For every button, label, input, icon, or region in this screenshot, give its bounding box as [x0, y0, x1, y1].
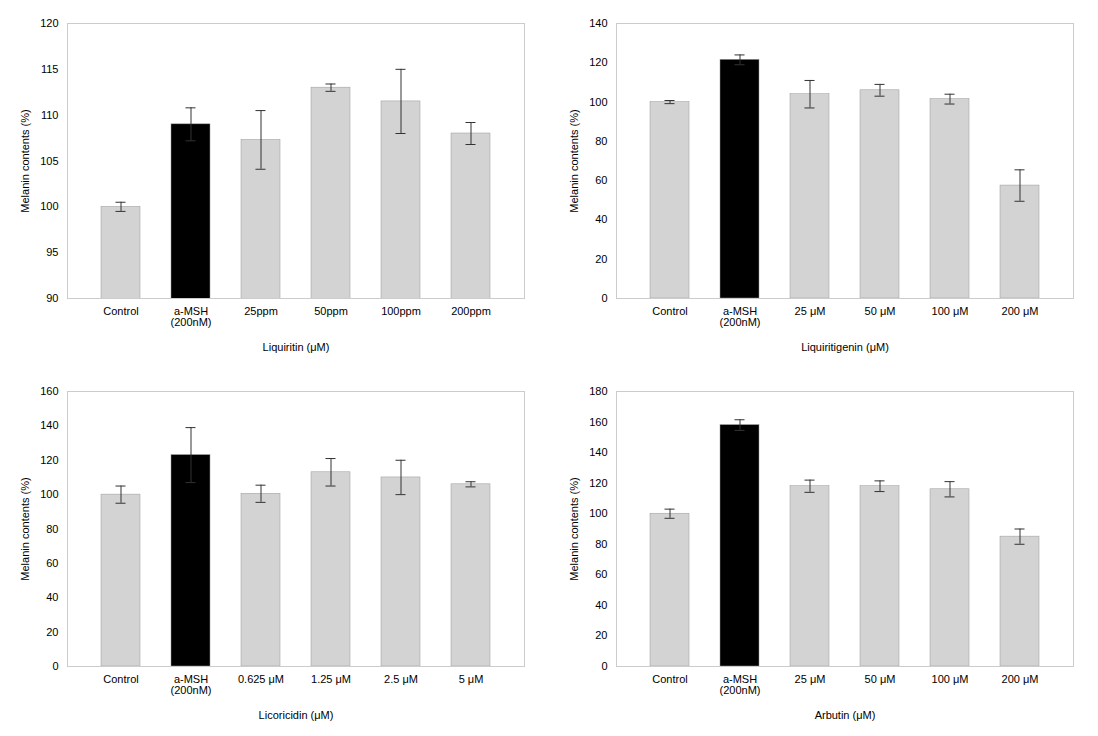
svg-text:0.625 μM: 0.625 μM — [238, 673, 284, 685]
svg-text:20: 20 — [595, 252, 607, 264]
svg-text:100: 100 — [40, 488, 58, 500]
svg-text:0: 0 — [601, 660, 607, 672]
svg-text:60: 60 — [595, 174, 607, 186]
svg-text:Liquiritigenin (μM): Liquiritigenin (μM) — [801, 340, 889, 352]
svg-text:120: 120 — [40, 17, 58, 29]
svg-text:200ppm: 200ppm — [451, 305, 491, 317]
svg-text:95: 95 — [46, 246, 58, 258]
svg-text:Melanin contents (%): Melanin contents (%) — [568, 109, 580, 212]
svg-text:60: 60 — [595, 568, 607, 580]
svg-text:20: 20 — [595, 629, 607, 641]
svg-text:100 μM: 100 μM — [932, 305, 969, 317]
svg-text:40: 40 — [46, 591, 58, 603]
svg-text:80: 80 — [595, 134, 607, 146]
svg-text:a-MSH(200nM): a-MSH(200nM) — [171, 305, 212, 328]
svg-text:100: 100 — [589, 95, 607, 107]
svg-text:100ppm: 100ppm — [381, 305, 421, 317]
svg-text:Arbutin (μM): Arbutin (μM) — [815, 708, 876, 720]
svg-text:160: 160 — [40, 385, 58, 397]
svg-text:105: 105 — [40, 154, 58, 166]
svg-text:60: 60 — [46, 556, 58, 568]
svg-text:120: 120 — [589, 476, 607, 488]
svg-text:50 μM: 50 μM — [865, 305, 896, 317]
svg-text:a-MSH(200nM): a-MSH(200nM) — [171, 673, 212, 696]
svg-text:140: 140 — [40, 419, 58, 431]
svg-text:2.5 μM: 2.5 μM — [384, 673, 418, 685]
svg-text:110: 110 — [41, 108, 59, 120]
svg-text:200 μM: 200 μM — [1002, 673, 1039, 685]
svg-text:Control: Control — [652, 673, 687, 685]
svg-text:40: 40 — [595, 213, 607, 225]
svg-text:120: 120 — [589, 56, 607, 68]
svg-text:90: 90 — [46, 292, 58, 304]
svg-text:Control: Control — [652, 305, 687, 317]
svg-text:25ppm: 25ppm — [244, 305, 278, 317]
svg-text:1.25 μM: 1.25 μM — [311, 673, 351, 685]
svg-text:40: 40 — [595, 598, 607, 610]
svg-text:20: 20 — [46, 625, 58, 637]
svg-text:100: 100 — [589, 507, 607, 519]
svg-text:50ppm: 50ppm — [314, 305, 348, 317]
svg-text:Control: Control — [103, 673, 138, 685]
svg-text:180: 180 — [589, 385, 607, 397]
svg-text:200 μM: 200 μM — [1002, 305, 1039, 317]
svg-text:140: 140 — [589, 446, 607, 458]
svg-text:a-MSH(200nM): a-MSH(200nM) — [720, 305, 761, 328]
svg-text:Licoricidin (μM): Licoricidin (μM) — [259, 708, 334, 720]
svg-text:120: 120 — [40, 453, 58, 465]
svg-text:100 μM: 100 μM — [932, 673, 969, 685]
svg-text:100: 100 — [40, 200, 58, 212]
svg-text:80: 80 — [595, 537, 607, 549]
svg-text:Melanin contents (%): Melanin contents (%) — [19, 477, 31, 580]
svg-text:115: 115 — [41, 62, 59, 74]
svg-text:a-MSH(200nM): a-MSH(200nM) — [720, 673, 761, 696]
svg-text:0: 0 — [601, 292, 607, 304]
svg-text:Control: Control — [103, 305, 138, 317]
svg-text:50 μM: 50 μM — [865, 673, 896, 685]
svg-text:80: 80 — [46, 522, 58, 534]
svg-text:Liquiritin (μM): Liquiritin (μM) — [263, 340, 330, 352]
svg-text:25 μM: 25 μM — [795, 305, 826, 317]
svg-text:5 μM: 5 μM — [459, 673, 484, 685]
svg-text:140: 140 — [589, 17, 607, 29]
svg-text:0: 0 — [52, 660, 58, 672]
svg-text:25 μM: 25 μM — [795, 673, 826, 685]
svg-text:Melanin contents (%): Melanin contents (%) — [568, 477, 580, 580]
svg-text:Melanin contents (%): Melanin contents (%) — [19, 109, 31, 212]
svg-text:160: 160 — [589, 415, 607, 427]
